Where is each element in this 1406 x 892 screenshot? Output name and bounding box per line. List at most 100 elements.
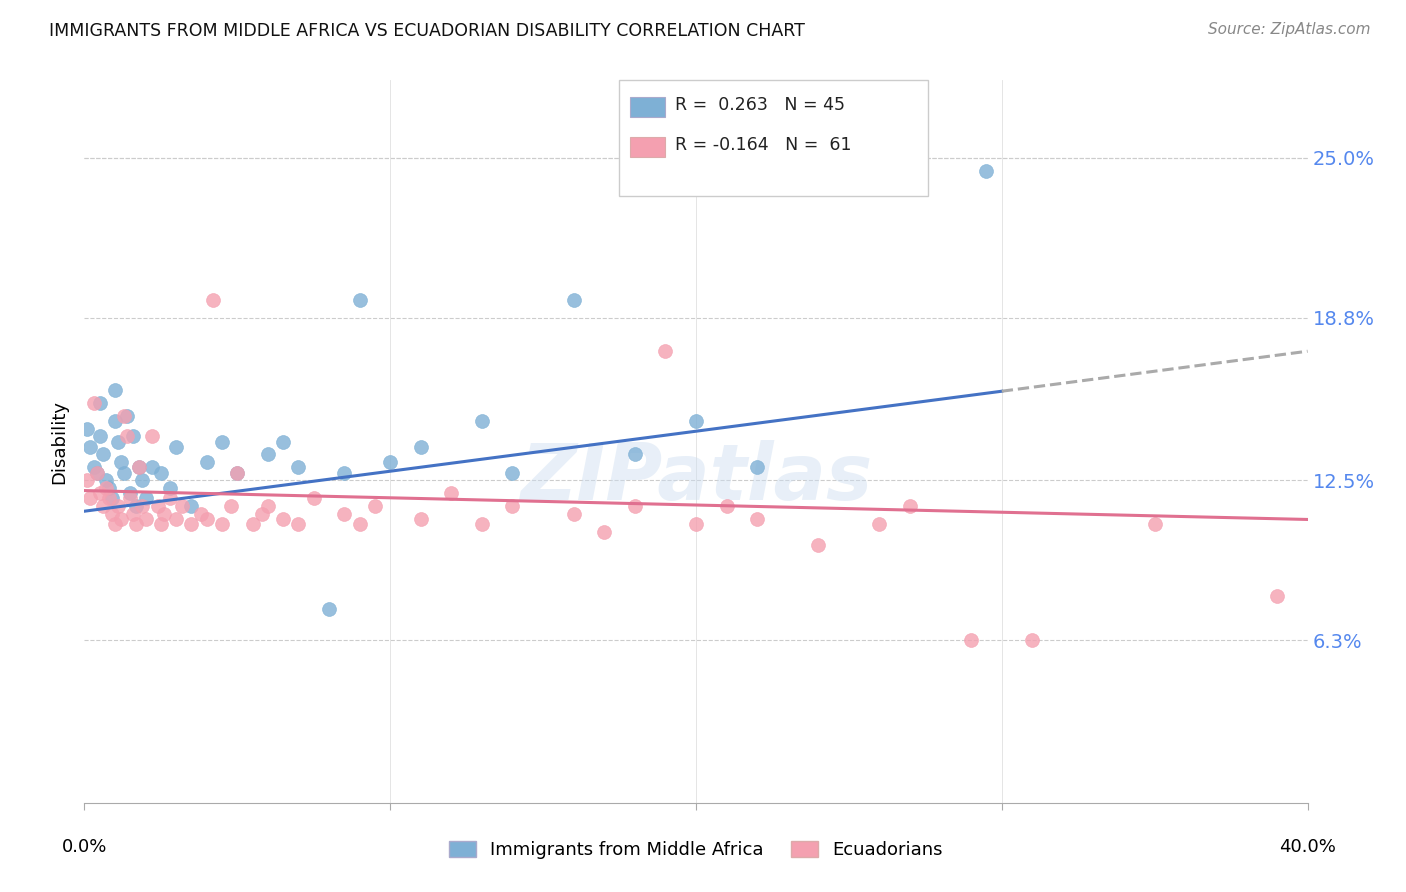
Point bbox=[76, 422, 98, 436]
Point bbox=[86, 466, 108, 480]
Point bbox=[141, 429, 163, 443]
Point bbox=[180, 517, 202, 532]
Point bbox=[76, 473, 98, 487]
Point bbox=[131, 473, 153, 487]
Point bbox=[112, 466, 135, 480]
Point bbox=[107, 434, 129, 449]
Text: R = -0.164   N =  61: R = -0.164 N = 61 bbox=[675, 136, 852, 154]
Point bbox=[976, 163, 998, 178]
Point bbox=[86, 466, 108, 480]
Point bbox=[271, 512, 294, 526]
Point bbox=[1265, 590, 1288, 604]
Point bbox=[180, 499, 202, 513]
Point bbox=[94, 481, 117, 495]
Point bbox=[471, 414, 494, 428]
Point bbox=[1021, 633, 1043, 648]
Point bbox=[562, 293, 585, 307]
Point bbox=[364, 499, 387, 513]
Point bbox=[502, 466, 524, 480]
Point bbox=[257, 499, 280, 513]
Point bbox=[128, 460, 150, 475]
Point bbox=[333, 507, 356, 521]
Point bbox=[125, 499, 148, 513]
Point bbox=[115, 429, 138, 443]
Point bbox=[122, 429, 145, 443]
Point bbox=[195, 512, 218, 526]
Point bbox=[172, 499, 194, 513]
Point bbox=[89, 396, 111, 410]
Point bbox=[349, 293, 371, 307]
Point bbox=[110, 455, 132, 469]
Point bbox=[125, 517, 148, 532]
Point bbox=[685, 414, 707, 428]
Point bbox=[104, 414, 127, 428]
Text: 40.0%: 40.0% bbox=[1279, 838, 1336, 855]
Point bbox=[101, 491, 124, 506]
Point bbox=[94, 473, 117, 487]
Point bbox=[624, 447, 647, 461]
Point bbox=[271, 434, 294, 449]
Point bbox=[141, 460, 163, 475]
Point bbox=[257, 447, 280, 461]
Text: Source: ZipAtlas.com: Source: ZipAtlas.com bbox=[1208, 22, 1371, 37]
Point bbox=[120, 491, 142, 506]
Point bbox=[287, 517, 309, 532]
Point bbox=[159, 491, 181, 506]
Point bbox=[135, 491, 157, 506]
Point bbox=[159, 481, 181, 495]
Point bbox=[624, 499, 647, 513]
Point bbox=[747, 460, 769, 475]
Point bbox=[409, 440, 432, 454]
Point bbox=[131, 499, 153, 513]
Point bbox=[128, 460, 150, 475]
Y-axis label: Disability: Disability bbox=[51, 400, 69, 483]
Point bbox=[960, 633, 983, 648]
Point bbox=[502, 499, 524, 513]
Point bbox=[165, 440, 187, 454]
Point bbox=[250, 507, 273, 521]
Point bbox=[807, 538, 830, 552]
Point bbox=[242, 517, 264, 532]
Text: IMMIGRANTS FROM MIDDLE AFRICA VS ECUADORIAN DISABILITY CORRELATION CHART: IMMIGRANTS FROM MIDDLE AFRICA VS ECUADOR… bbox=[49, 22, 806, 40]
Point bbox=[97, 491, 120, 506]
Point bbox=[593, 524, 616, 539]
Point bbox=[747, 512, 769, 526]
Legend: Immigrants from Middle Africa, Ecuadorians: Immigrants from Middle Africa, Ecuadoria… bbox=[441, 833, 950, 866]
Point bbox=[302, 491, 325, 506]
Point bbox=[190, 507, 212, 521]
Point bbox=[135, 512, 157, 526]
Point bbox=[226, 466, 249, 480]
Point bbox=[101, 507, 124, 521]
Text: R =  0.263   N = 45: R = 0.263 N = 45 bbox=[675, 96, 845, 114]
Point bbox=[440, 486, 463, 500]
Point bbox=[380, 455, 402, 469]
Point bbox=[89, 486, 111, 500]
Point bbox=[349, 517, 371, 532]
Point bbox=[201, 293, 224, 307]
Point bbox=[716, 499, 738, 513]
Point bbox=[120, 486, 142, 500]
Point bbox=[91, 499, 114, 513]
Point bbox=[122, 507, 145, 521]
Point bbox=[149, 517, 172, 532]
Point bbox=[409, 512, 432, 526]
Point bbox=[165, 512, 187, 526]
Point bbox=[898, 499, 921, 513]
Point bbox=[83, 460, 105, 475]
Point bbox=[333, 466, 356, 480]
Point bbox=[110, 512, 132, 526]
Point bbox=[112, 409, 135, 423]
Point bbox=[869, 517, 891, 532]
Point bbox=[318, 602, 340, 616]
Point bbox=[153, 507, 176, 521]
Point bbox=[97, 481, 120, 495]
Point bbox=[146, 499, 169, 513]
Point bbox=[211, 434, 233, 449]
Point bbox=[91, 447, 114, 461]
Point bbox=[654, 344, 676, 359]
Point bbox=[219, 499, 242, 513]
Point bbox=[471, 517, 494, 532]
Point bbox=[83, 396, 105, 410]
Point bbox=[89, 429, 111, 443]
Text: ZIPatlas: ZIPatlas bbox=[520, 440, 872, 516]
